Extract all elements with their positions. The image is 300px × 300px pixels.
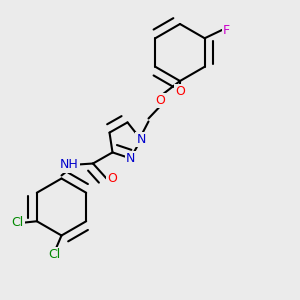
Text: N: N xyxy=(136,133,146,146)
Text: NH: NH xyxy=(60,158,78,172)
Text: O: O xyxy=(156,94,165,107)
Text: N: N xyxy=(126,152,135,165)
Text: Cl: Cl xyxy=(48,248,60,262)
Text: Cl: Cl xyxy=(11,216,23,229)
Text: O: O xyxy=(175,85,185,98)
Text: O: O xyxy=(107,172,117,185)
Text: F: F xyxy=(223,23,230,37)
